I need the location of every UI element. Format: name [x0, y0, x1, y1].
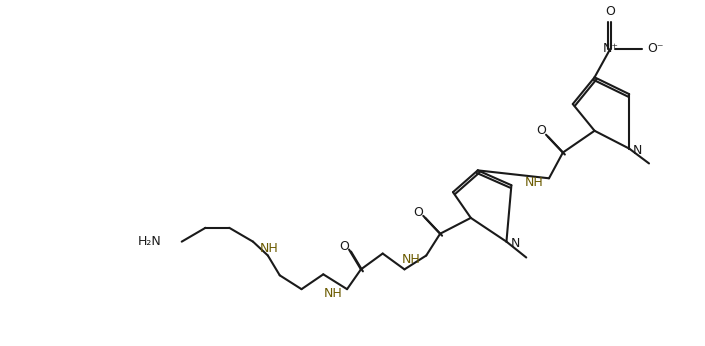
Text: O: O [537, 124, 546, 137]
Text: N: N [633, 144, 642, 157]
Text: NH: NH [259, 242, 278, 255]
Text: H₂N: H₂N [138, 235, 162, 248]
Text: O⁻: O⁻ [647, 42, 663, 55]
Text: NH: NH [525, 176, 543, 189]
Text: O: O [606, 5, 615, 18]
Text: NH: NH [402, 253, 420, 266]
Text: NH: NH [324, 286, 342, 300]
Text: N⁺: N⁺ [602, 42, 618, 55]
Text: O: O [413, 207, 423, 219]
Text: O: O [339, 240, 349, 253]
Text: N: N [510, 237, 520, 250]
